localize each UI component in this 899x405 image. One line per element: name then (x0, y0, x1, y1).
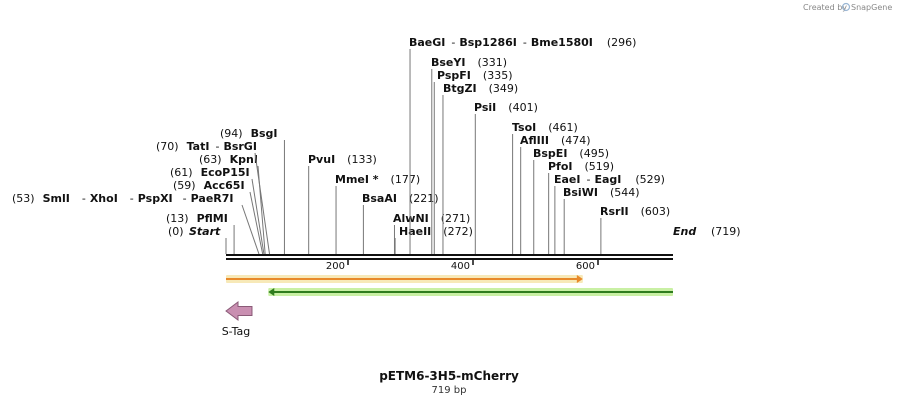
site-baegi[interactable]: BaeGI - Bsp1286I - Bme1580I (296) (409, 36, 636, 49)
site-bsiwi[interactable]: BsiWI (544) (563, 186, 640, 199)
svg-text:PspFI(335): PspFI (335) (437, 69, 513, 82)
start-label: Start (189, 225, 221, 238)
site-pfoi[interactable]: PfoI (519) (548, 160, 614, 173)
end-position: (719) (711, 225, 741, 238)
svg-text:(63)KpnI: (63) KpnI (199, 153, 258, 166)
site-kpni[interactable]: (63) KpnI (199, 153, 258, 166)
svg-text:PvuI(133): PvuI (133) (308, 153, 377, 166)
leader-ecop15i (251, 178, 265, 255)
stag-arrow-icon[interactable] (225, 301, 253, 321)
ruler-ticks: 200 400 600 (326, 258, 599, 272)
dna-backbone (226, 254, 673, 260)
site-btgzi[interactable]: BtgZI (349) (443, 82, 518, 95)
green-arrowhead-icon (268, 288, 275, 296)
site-tsoi[interactable]: TsoI (461) (512, 121, 578, 134)
leader-kpni (257, 165, 266, 255)
site-smli[interactable]: (53) SmlI - XhoI - PspXI - PaeR7I (12, 192, 234, 205)
svg-text:AflIII(474): AflIII (474) (520, 134, 591, 147)
svg-text:(94)BsgI: (94) BsgI (220, 127, 278, 140)
svg-text:MmeI *(177): MmeI * (177) (335, 173, 420, 186)
site-bsgi[interactable]: (94) BsgI (220, 127, 278, 140)
svg-text:(59)Acc65I: (59) Acc65I (173, 179, 245, 192)
svg-text:(53)SmlI-XhoI-PspXI-PaeR7I: (53) SmlI - XhoI - PspXI - PaeR7I (12, 192, 234, 205)
site-pflmi[interactable]: (13) PflMI (166, 212, 228, 225)
end-label: End (673, 225, 696, 238)
svg-text:PfoI(519): PfoI (519) (548, 160, 614, 173)
start-position: (0) (168, 225, 184, 238)
tick-label-200: 200 (326, 261, 345, 272)
map-length: 719 bp (432, 385, 467, 396)
svg-text:(61)EcoP15I: (61) EcoP15I (170, 166, 250, 179)
site-haeii[interactable]: HaeII (272) (399, 225, 473, 238)
site-leader-lines (233, 49, 602, 255)
site-rsrii[interactable]: RsrII (603) (600, 205, 670, 218)
leader-tati (254, 152, 271, 255)
svg-text:TsoI(461): TsoI (461) (512, 121, 578, 134)
svg-text:(13)PflMI: (13) PflMI (166, 212, 228, 225)
restriction-sites: BaeGI - Bsp1286I - Bme1580I (296) BseYI (331) … (12, 36, 670, 238)
site-ecop15i[interactable]: (61) EcoP15I (170, 166, 250, 179)
svg-text:RsrII(603): RsrII (603) (600, 205, 670, 218)
tick-label-600: 600 (576, 261, 595, 272)
created-by-text: Created by (803, 3, 847, 12)
svg-text:BsiWI(544): BsiWI (544) (563, 186, 640, 199)
svg-text:EaeI-EagI(529): EaeI - EagI (529) (554, 173, 665, 186)
svg-text:BspEI(495): BspEI (495) (533, 147, 609, 160)
site-tati[interactable]: (70) TatI - BsrGI (156, 140, 257, 153)
leader-acc65i (249, 191, 264, 255)
snapgene-brand: SnapGene (851, 3, 892, 12)
site-eaei[interactable]: EaeI - EagI (529) (554, 173, 665, 186)
svg-text:BsaAI(221): BsaAI (221) (362, 192, 439, 205)
leader-smli (241, 204, 260, 255)
site-name: Bsp1286I (459, 36, 517, 49)
site-acc65i[interactable]: (59) Acc65I (173, 179, 245, 192)
feature-track (225, 275, 673, 321)
stag-label: S-Tag (222, 325, 251, 338)
site-position: (296) (607, 36, 637, 49)
site-bspei[interactable]: BspEI (495) (533, 147, 609, 160)
site-alwni[interactable]: AlwNI (271) (393, 212, 470, 225)
site-bsaai[interactable]: BsaAI (221) (362, 192, 439, 205)
map-title: pETM6-3H5-mCherry (379, 369, 519, 383)
svg-text:PsiI(401): PsiI (401) (474, 101, 538, 114)
site-name: Bme1580I (531, 36, 593, 49)
snapgene-logo-icon (841, 2, 851, 12)
site-bseyi[interactable]: BseYI (331) (431, 56, 507, 69)
tick-label-400: 400 (451, 261, 470, 272)
orange-arrowhead-icon (576, 275, 583, 283)
svg-text:BaeGI-Bsp1286I-Bme1580I(296): BaeGI - Bsp1286I - Bme1580I (296) (409, 36, 636, 49)
svg-text:AlwNI(271): AlwNI (271) (393, 212, 470, 225)
site-pvui[interactable]: PvuI (133) (308, 153, 377, 166)
svg-text:HaeII(272): HaeII (272) (399, 225, 473, 238)
site-mmei[interactable]: MmeI * (177) (335, 173, 420, 186)
site-psii[interactable]: PsiI (401) (474, 101, 538, 114)
site-pspfi[interactable]: PspFI (335) (437, 69, 513, 82)
svg-text:BseYI(331): BseYI (331) (431, 56, 507, 69)
svg-text:BtgZI(349): BtgZI (349) (443, 82, 518, 95)
site-name: BaeGI (409, 36, 445, 49)
site-afliii[interactable]: AflIII (474) (520, 134, 591, 147)
svg-text:(70)TatI-BsrGI: (70) TatI - BsrGI (156, 140, 257, 153)
